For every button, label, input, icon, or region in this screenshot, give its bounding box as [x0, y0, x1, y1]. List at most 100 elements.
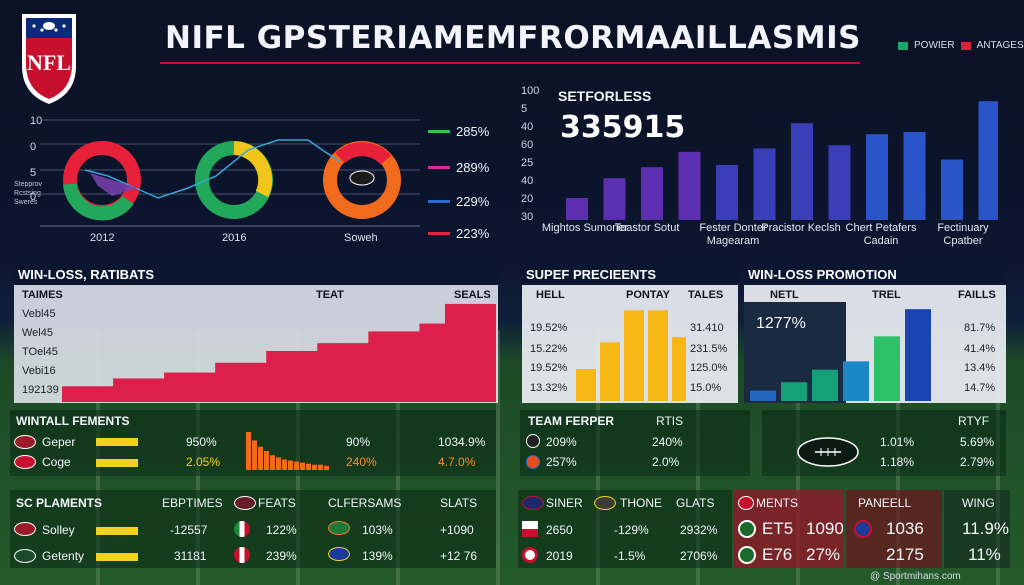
right-x-category: Chert Petafers Cadain: [845, 222, 917, 247]
win-loss-area-step: [62, 386, 89, 402]
sp-col-header: HELL: [536, 289, 565, 301]
ments-value: 11.9%: [962, 519, 1009, 538]
ments-col-header: MENTS: [756, 496, 798, 510]
sc-col-header: FEATS: [258, 496, 296, 510]
win-loss-area-step: [444, 303, 471, 402]
win-loss-area-step: [189, 372, 216, 402]
rtyf-value: 5.69%: [960, 435, 995, 449]
wintall-histogram-bar: [270, 455, 275, 470]
win-loss-row-label: Wel45: [22, 327, 53, 339]
wintall-value: 950%: [186, 435, 217, 449]
sp-bar-chart: [576, 310, 686, 401]
right-y-tick: 100: [521, 85, 540, 97]
win-loss-area-step: [291, 351, 318, 402]
legend-swatch-red: [960, 41, 971, 50]
wintall-histogram-bar: [258, 446, 263, 470]
sp-right-value: 231.5%: [690, 343, 728, 355]
win-loss-row-label: Vebi16: [22, 365, 56, 377]
win-loss-row-label: Vebl45: [22, 308, 56, 320]
wintall-bar: [96, 459, 138, 467]
wintall-value: 240%: [346, 455, 377, 469]
team-logo-icon: [526, 434, 540, 448]
left-y-tick: 5: [30, 167, 37, 179]
win-loss-area-step: [419, 323, 446, 402]
right-y-tick: 5: [521, 103, 528, 115]
right-chart-bar: [941, 159, 963, 220]
right-chart-bar: [603, 178, 626, 220]
right-chart-big-number: 335915: [560, 110, 686, 145]
wintall-histogram-bar: [282, 459, 287, 470]
win-loss-panel-title: WIN-LOSS, RATIBATS: [14, 263, 500, 285]
wintall-histogram-bar: [276, 457, 281, 470]
sp-bar: [624, 310, 644, 401]
right-y-tick: 40: [521, 121, 534, 133]
sp-left-value: 19.52%: [530, 362, 568, 374]
nfl-shield-logo: NFL: [22, 14, 76, 104]
sc-value: 31181: [174, 549, 207, 563]
wp-right-value: 13.4%: [964, 362, 996, 374]
sp-right-value: 125.0%: [690, 362, 728, 374]
team-helmet-icon: [234, 496, 256, 510]
wintall-histogram-bar: [294, 461, 299, 470]
siner-col-header: SINER: [546, 496, 583, 510]
super-precedents-title: SUPEF PRECIEENTS: [522, 263, 738, 285]
team-logo-icon: [594, 496, 616, 510]
rtyf-band: [762, 410, 1006, 476]
legend-value: 289%: [456, 160, 490, 175]
siner-value: 2019: [546, 549, 573, 563]
right-x-category: Pracistor Keclsh: [761, 222, 841, 234]
right-chart-bar: [678, 151, 701, 220]
right-chart-y-axis: 100 5 40 60 25 40 20 30: [515, 85, 545, 225]
sp-col-header: PONTAY: [626, 289, 671, 301]
sc-bar: [96, 527, 138, 535]
wintall-bar: [96, 438, 138, 446]
ments-value: 11%: [968, 545, 1001, 564]
wp-col-header: TREL: [872, 289, 901, 301]
sp-col-header: TALES: [688, 289, 724, 301]
right-x-category: Mightos Sumorier: [541, 222, 629, 234]
flag-icon: [234, 547, 250, 563]
rtyf-value: 1.18%: [880, 455, 915, 469]
sc-team: Getenty: [42, 549, 85, 563]
left-y-tick: 0: [30, 141, 37, 153]
wp-bar: [812, 369, 838, 401]
right-chart-bar: [903, 132, 926, 220]
sp-bar: [648, 310, 668, 401]
wp-bar-chart: [750, 309, 931, 401]
win-loss-area-step: [87, 386, 114, 402]
sc-value: 239%: [266, 549, 297, 563]
donut-yellow-green: [195, 141, 273, 219]
logo-text: NFL: [27, 50, 71, 75]
sp-right-value: 15.0%: [690, 382, 722, 394]
ments-value: 2175: [886, 545, 924, 564]
left-y-tick: 0: [30, 191, 37, 203]
left-chart-y-axis: 10 0 5 0: [8, 115, 48, 245]
team-helmet-icon: [14, 522, 36, 536]
flag-icon: [234, 521, 250, 537]
rtyf-header: RTYF: [958, 414, 990, 428]
legend-dash: [428, 232, 450, 235]
wintall-histogram-bar: [312, 464, 317, 470]
wintall-histogram-bar: [306, 463, 311, 470]
right-y-tick: 30: [521, 211, 534, 223]
team-ferper-title: TEAM FERPER: [528, 414, 615, 428]
win-loss-area-step: [393, 331, 420, 402]
rtyf-value: 1.01%: [880, 435, 915, 449]
side-label-line: Sweres: [14, 199, 38, 206]
right-chart-bar: [791, 123, 813, 220]
siner-col-header: THONE: [620, 496, 662, 510]
left-legend-item: 223%: [428, 226, 489, 241]
wintall-value: 4.7.0%: [438, 455, 476, 469]
sc-col-header: EBPTIMES: [162, 496, 223, 510]
win-loss-col-header: TEAT: [316, 289, 344, 301]
sc-value: 122%: [266, 523, 297, 537]
team-logo-icon: [526, 455, 540, 469]
wp-bar: [843, 361, 869, 401]
right-y-tick: 20: [521, 193, 534, 205]
legend-dash: [428, 166, 450, 169]
right-chart-heading: SETFORLESS: [558, 88, 652, 104]
right-chart-bar: [716, 165, 738, 220]
wintall-histogram-bar: [246, 432, 251, 470]
team-logo-icon: [854, 520, 872, 538]
wp-bar: [874, 336, 900, 401]
